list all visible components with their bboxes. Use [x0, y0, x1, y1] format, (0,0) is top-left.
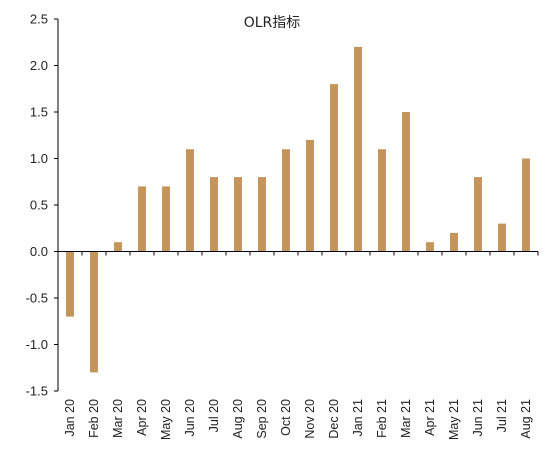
- x-category-label: Jul 20: [207, 399, 221, 432]
- x-category-label: Jul 21: [495, 399, 509, 432]
- x-category-label: May 20: [159, 399, 173, 440]
- x-category-label: Jun 21: [471, 399, 485, 437]
- x-category-label: Feb 20: [87, 399, 101, 438]
- bar-jul-21: [498, 223, 506, 252]
- bar-mar-20: [114, 242, 122, 252]
- bar-jul-20: [210, 177, 218, 252]
- bar-feb-20: [90, 251, 98, 373]
- x-category-label: Mar 20: [111, 399, 125, 438]
- bar-aug-20: [234, 177, 242, 252]
- x-category-label: Jan 21: [351, 399, 365, 437]
- bar-jun-20: [186, 149, 194, 252]
- x-category-label: Aug 20: [231, 399, 245, 439]
- bar-jun-21: [474, 177, 482, 252]
- bar-jan-20: [66, 251, 74, 317]
- y-tick-label: 2.5: [30, 12, 48, 27]
- bar-sep-20: [258, 177, 266, 252]
- bar-mar-21: [402, 112, 410, 252]
- plot-area: 2.5 2.0 1.5 1.0 0.5 0.0 -0.5 -1.0 -1.5 Jan 20 Feb …: [26, 12, 539, 440]
- x-category-label: Apr 21: [423, 399, 437, 436]
- y-tick-label: 1.0: [30, 151, 48, 166]
- chart-title: OLR指标: [244, 15, 301, 31]
- y-tick-label: -1.5: [26, 384, 48, 399]
- x-category-label: Apr 20: [135, 399, 149, 436]
- y-tick-label: 0.0: [30, 244, 48, 259]
- bar-aug-21: [522, 158, 530, 252]
- bar-nov-20: [306, 139, 314, 252]
- x-category-label: Jan 20: [63, 399, 77, 437]
- bar-apr-20: [138, 186, 146, 252]
- y-tick-label: 2.0: [30, 58, 48, 73]
- y-tick-label: -0.5: [26, 291, 48, 306]
- x-category-label: Mar 21: [399, 399, 413, 438]
- y-tick-label: -1.0: [26, 337, 48, 352]
- y-tick-label: 0.5: [30, 198, 48, 213]
- bar-oct-20: [282, 149, 290, 252]
- bar-may-21: [450, 232, 458, 252]
- x-category-label: Jun 20: [183, 399, 197, 437]
- bar-feb-21: [378, 149, 386, 252]
- bar-jan-21: [354, 46, 362, 252]
- x-category-label: Sep 20: [255, 399, 269, 439]
- y-tick-label: 1.5: [30, 105, 48, 120]
- x-category-label: Dec 20: [327, 399, 341, 439]
- x-category-label: Aug 21: [519, 399, 533, 439]
- x-category-label: Feb 21: [375, 399, 389, 438]
- bar-may-20: [162, 186, 170, 252]
- bar-dec-20: [330, 84, 338, 252]
- x-category-label: May 21: [447, 399, 461, 440]
- x-category-label: Oct 20: [279, 399, 293, 436]
- x-category-label: Nov 20: [303, 399, 317, 439]
- bar-apr-21: [426, 242, 434, 252]
